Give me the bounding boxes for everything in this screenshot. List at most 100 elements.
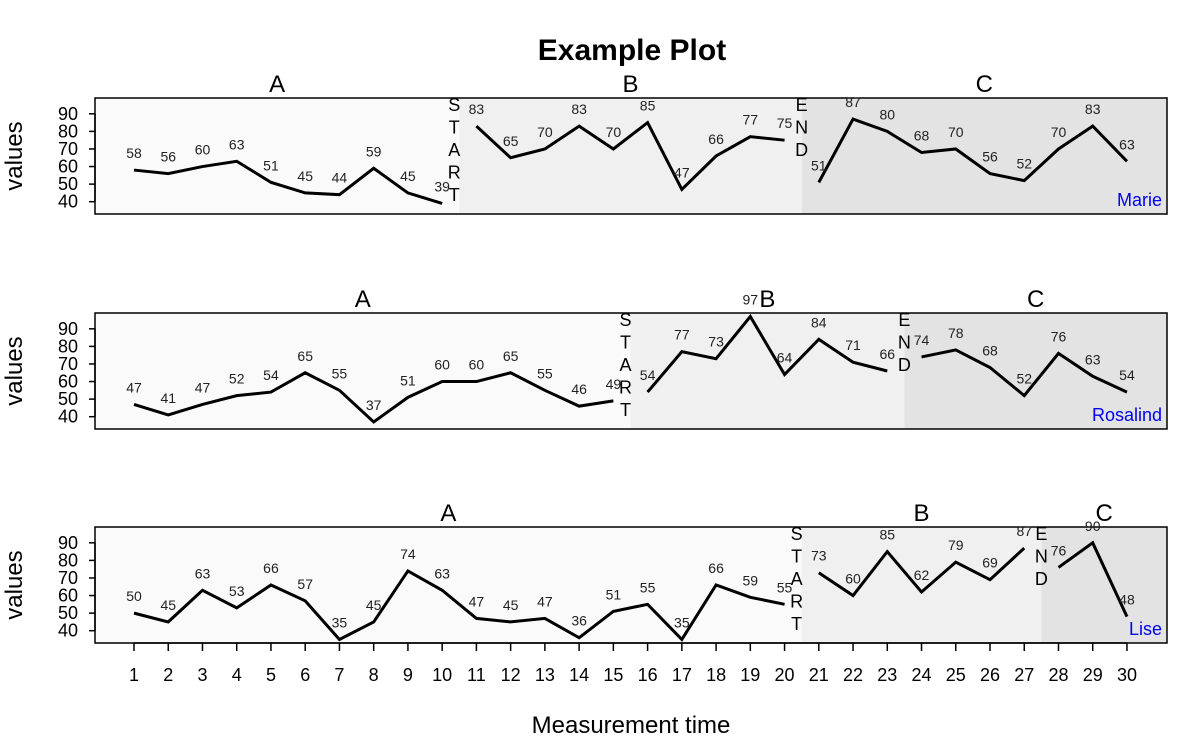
data-label: 60 [195,142,211,158]
data-label: 70 [606,124,622,140]
data-label: 60 [845,571,861,587]
data-label: 56 [982,149,998,165]
y-tick-label: 40 [58,407,78,427]
phase-label-b: B [622,71,638,98]
x-tick-label: 18 [706,665,726,685]
data-label: 47 [469,593,485,609]
x-tick-label: 26 [980,665,1000,685]
data-label: 70 [537,124,553,140]
phase-a-background [95,98,460,214]
data-label: 68 [982,342,998,358]
end-marker: END [898,310,911,375]
participant-name-label: Rosalind [1092,405,1162,425]
x-tick-label: 10 [432,665,452,685]
data-label: 45 [297,168,313,184]
phase-label-c: C [1027,286,1044,313]
series-line-phase-c [921,348,1128,398]
end-marker-letter: N [1035,547,1048,567]
end-marker: END [795,95,808,160]
data-label: 51 [811,157,827,173]
data-label: 48 [1119,592,1135,608]
data-label: 51 [400,372,416,388]
data-label: 56 [160,149,176,165]
start-marker-letter: A [619,355,631,375]
data-label: 45 [400,168,416,184]
y-tick-label: 90 [58,104,78,124]
data-label: 63 [434,565,450,581]
data-label: 69 [982,555,998,571]
start-marker-letter: A [448,140,460,160]
start-marker-letter: A [791,569,803,589]
x-tick-label: 7 [334,665,344,685]
y-tick-label: 60 [58,157,78,177]
data-label: 47 [126,379,142,395]
data-label: 76 [1051,542,1067,558]
data-label: 85 [640,98,656,114]
data-label: 70 [1051,124,1067,140]
series-line-phase-a [133,568,785,642]
y-tick-label: 40 [58,192,78,212]
data-label: 80 [879,106,895,122]
data-label: 63 [1085,351,1101,367]
x-tick-label: 3 [197,665,207,685]
x-tick-label: 12 [501,665,521,685]
x-tick-label: 24 [912,665,932,685]
series-line-phase-c [817,117,1129,184]
series-line-phase-b [817,546,1026,598]
y-tick-label: 60 [58,372,78,392]
data-label: 49 [606,376,622,392]
x-tick-label: 28 [1048,665,1068,685]
x-tick-label: 14 [569,665,589,685]
series-line-phase-a [133,159,443,205]
x-tick-label: 17 [672,665,692,685]
participant-name-label: Lise [1129,619,1162,639]
x-tick-label: 6 [300,665,310,685]
data-label: 66 [879,346,895,362]
phase-b-background [630,313,905,429]
x-tick-label: 5 [266,665,276,685]
data-label: 74 [914,332,930,348]
x-tick-label: 19 [740,665,760,685]
phase-label-a: A [355,286,371,313]
x-tick-label: 13 [535,665,555,685]
data-label: 46 [571,381,587,397]
data-label: 44 [332,170,348,186]
end-marker-letter: D [898,355,911,375]
data-label: 45 [366,597,382,613]
data-label: 52 [1016,156,1032,172]
data-label: 63 [229,136,245,152]
x-tick-label: 15 [603,665,623,685]
x-tick-label: 20 [775,665,795,685]
y-tick-label: 70 [58,354,78,374]
x-tick-label: 22 [843,665,863,685]
data-label: 35 [674,614,690,630]
start-marker-letter: R [790,592,803,612]
data-label: 47 [195,379,211,395]
series-line-phase-b [646,313,888,394]
start-marker-letter: T [620,333,631,353]
data-label: 55 [537,365,553,381]
chart-title: Example Plot [538,34,726,67]
data-label: 64 [777,350,793,366]
data-label: 60 [469,357,485,373]
data-label: 47 [537,593,553,609]
data-label: 75 [777,115,793,131]
end-marker: END [1035,524,1048,589]
start-marker-letter: S [448,95,460,115]
y-tick-label: 90 [58,533,78,553]
data-label: 65 [297,348,313,364]
data-label: 54 [1119,367,1135,383]
data-label: 83 [1085,101,1101,117]
end-marker-letter: N [795,118,808,138]
data-label: 74 [400,546,416,562]
x-axis: 1 2 3 4 5 6 7 8 9 10 11 12 13 14 15 16 17 18 19 20 21 22 23 24 2… [129,642,1137,685]
start-marker-letter: T [449,185,460,205]
data-label: 55 [777,579,793,595]
start-marker-letter: R [448,163,461,183]
x-tick-label: 29 [1083,665,1103,685]
y-tick-label: 40 [58,621,78,641]
data-label: 59 [366,143,382,159]
